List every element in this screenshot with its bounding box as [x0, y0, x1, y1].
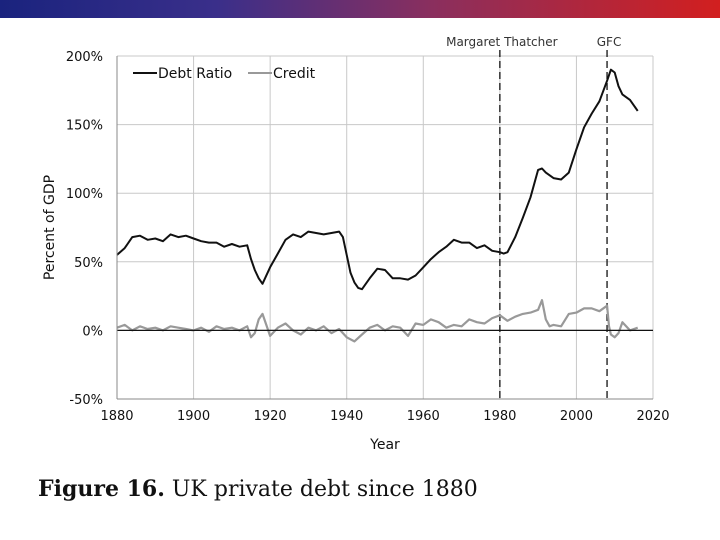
y-tick-label: 0%: [82, 324, 103, 339]
x-tick-label: 1960: [407, 409, 440, 424]
legend: Debt Ratio Credit: [133, 66, 316, 82]
legend-label: Credit: [273, 66, 316, 82]
figure-caption: Figure 16. UK private debt since 1880: [38, 476, 478, 502]
annotation-label: Margaret Thatcher: [446, 35, 558, 49]
x-axis-title: Year: [369, 437, 400, 453]
x-tick-label: 2020: [636, 409, 669, 424]
x-tick-label: 1900: [177, 409, 210, 424]
grid: [116, 55, 654, 400]
y-tick-label: 150%: [66, 119, 103, 134]
header-gradient-bar: [0, 0, 720, 18]
series-line: [116, 299, 639, 343]
line-chart: Margaret Thatcher GFC -50% 0% 50% 100% 150% 20…: [42, 35, 670, 453]
x-tick-label: 1920: [254, 409, 287, 424]
y-tick-label: 100%: [66, 187, 103, 202]
y-tick-label: 200%: [66, 50, 103, 65]
series-line: [116, 68, 639, 291]
x-tick-label: 1980: [483, 409, 516, 424]
axes: -50% 0% 50% 100% 150% 200% 1880 1900 1920 1940 196…: [42, 50, 670, 453]
y-axis-title: Percent of GDP: [42, 175, 58, 280]
y-tick-label: -50%: [69, 393, 103, 408]
legend-label: Debt Ratio: [158, 66, 232, 82]
annotation-label: GFC: [597, 35, 622, 49]
x-tick-label: 1880: [100, 409, 133, 424]
figure-caption-text: UK private debt since 1880: [171, 477, 478, 502]
figure-caption-label: Figure 16.: [38, 476, 165, 502]
x-tick-label: 2000: [560, 409, 593, 424]
y-tick-label: 50%: [74, 256, 103, 271]
x-tick-label: 1940: [330, 409, 363, 424]
series-lines: [116, 68, 639, 343]
chart-container: Margaret Thatcher GFC -50% 0% 50% 100% 150% 20…: [0, 18, 720, 478]
annotations: Margaret Thatcher GFC: [446, 35, 621, 399]
